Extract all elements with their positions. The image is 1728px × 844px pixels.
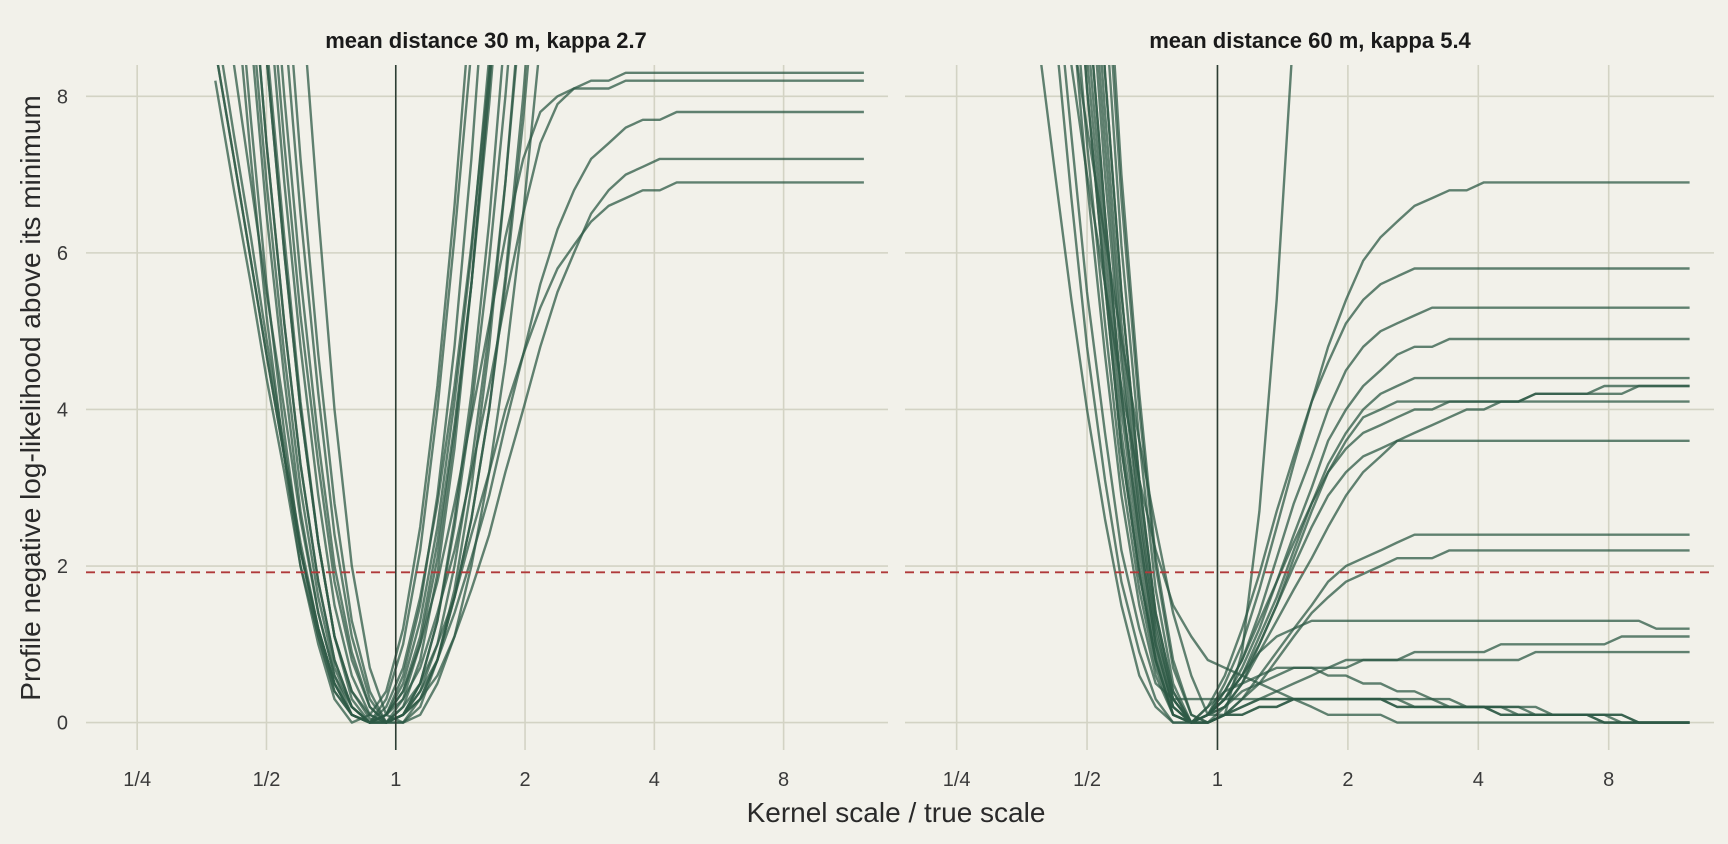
x-tick-label: 2 — [519, 769, 530, 791]
x-tick-label: 1 — [1212, 769, 1223, 791]
series-line — [1097, 65, 1690, 724]
series-line — [276, 65, 530, 724]
series-line — [286, 65, 518, 724]
series-line — [1113, 65, 1690, 724]
y-tick-labels-left: 0 2 4 6 8 — [57, 86, 68, 734]
series-line — [255, 65, 494, 724]
series-line — [1108, 65, 1690, 724]
x-tick-label: 1/4 — [943, 769, 971, 791]
series-line — [214, 80, 864, 724]
x-tick-label: 1/2 — [1073, 769, 1101, 791]
x-tick-label: 8 — [778, 769, 789, 791]
series-line — [1070, 65, 1690, 724]
x-tick-labels-left: 1/4 1/2 1 2 4 8 — [123, 769, 789, 791]
series-line — [292, 65, 540, 724]
x-tick-label: 2 — [1342, 769, 1353, 791]
series-line — [1100, 65, 1690, 724]
reference-lines-left — [86, 65, 888, 750]
series-line — [258, 65, 493, 724]
x-tick-label: 1/2 — [253, 769, 281, 791]
series-line — [267, 65, 490, 724]
series-line — [1040, 65, 1690, 724]
x-tick-label: 8 — [1603, 769, 1614, 791]
series-line — [305, 65, 517, 724]
y-tick-label: 6 — [57, 243, 68, 265]
x-tick-label: 4 — [649, 769, 660, 791]
series-line — [1103, 65, 1690, 724]
reference-lines-right — [905, 65, 1714, 750]
series-line — [232, 65, 864, 724]
panel-title-left: mean distance 30 m, kappa 2.7 — [325, 28, 647, 53]
series-line — [273, 65, 504, 724]
y-axis-title: Profile negative log-likelihood above it… — [15, 95, 46, 700]
x-tick-label: 4 — [1473, 769, 1484, 791]
curves-left — [214, 65, 864, 724]
x-axis-title: Kernel scale / true scale — [747, 797, 1046, 828]
y-tick-label: 4 — [57, 399, 68, 421]
panel-title-right: mean distance 60 m, kappa 5.4 — [1149, 28, 1471, 53]
x-tick-labels-right: 1/4 1/2 1 2 4 8 — [943, 769, 1615, 791]
y-tick-label: 2 — [57, 556, 68, 578]
series-line — [241, 65, 467, 724]
series-line — [1089, 65, 1690, 724]
panel-left: mean distance 30 m, kappa 2.7 1/4 1/2 1 2 4 8… — [57, 28, 888, 791]
series-line — [1076, 65, 1293, 716]
series-line — [216, 65, 864, 724]
y-tick-label: 0 — [57, 713, 68, 735]
y-tick-label: 8 — [57, 86, 68, 108]
curves-right — [1040, 65, 1690, 724]
series-line — [280, 65, 510, 724]
x-tick-label: 1/4 — [123, 769, 151, 791]
x-tick-label: 1 — [390, 769, 401, 791]
series-line — [1111, 65, 1690, 724]
panel-right: mean distance 60 m, kappa 5.4 1/4 1/2 1 2 4 8 — [905, 28, 1714, 791]
